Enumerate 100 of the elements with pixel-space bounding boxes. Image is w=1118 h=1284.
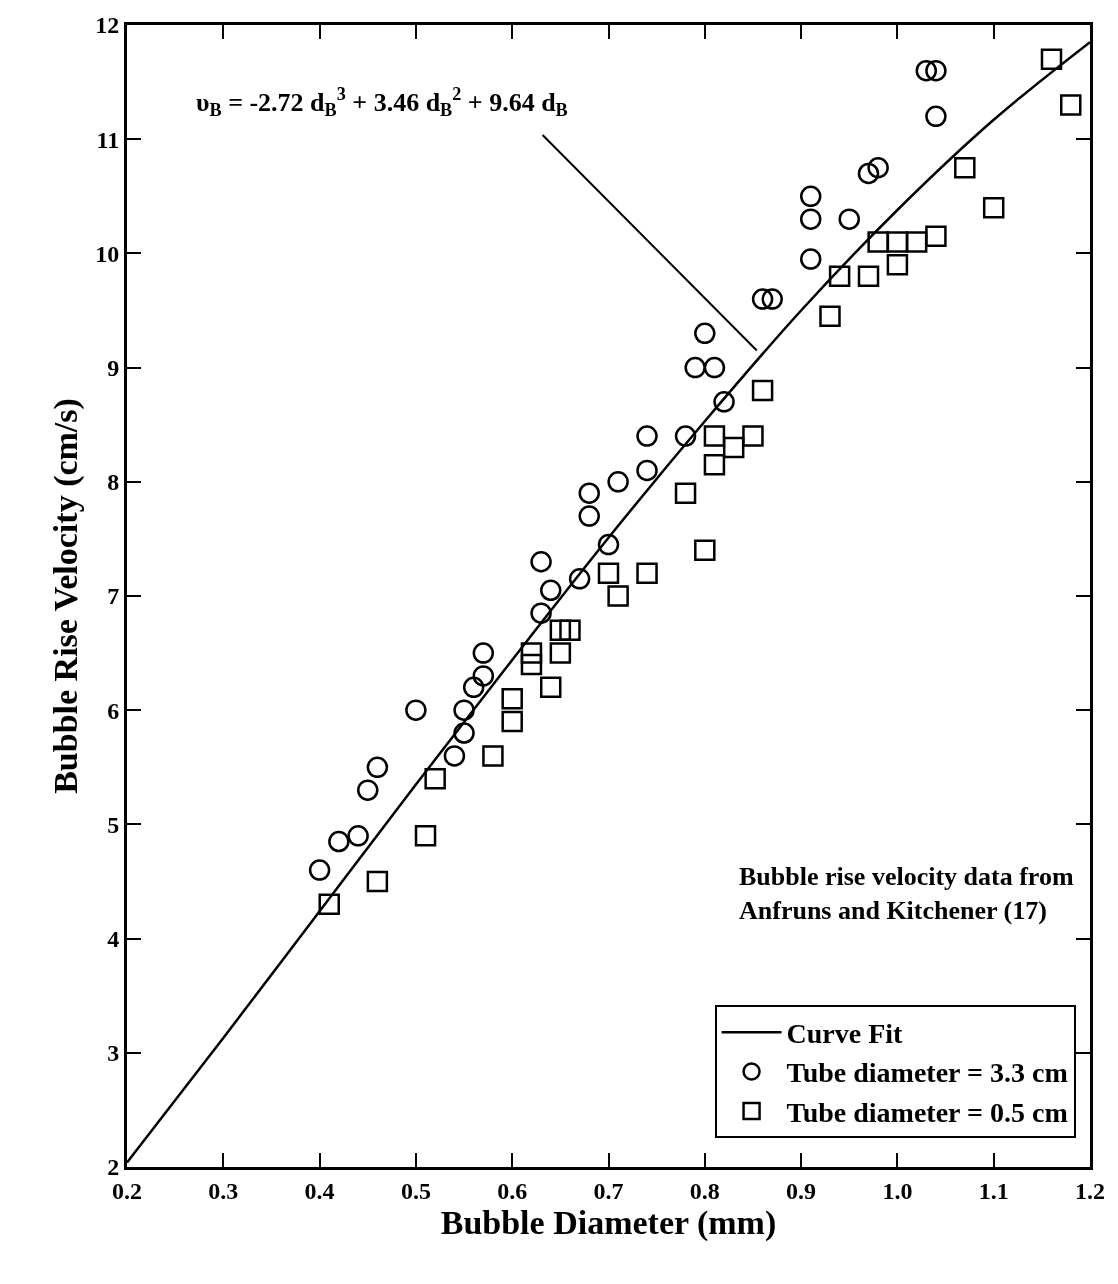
point (501, 688, 523, 710)
legend-label: Curve Fit (786, 1018, 904, 1050)
point (549, 642, 572, 664)
point (636, 425, 658, 447)
x-tick-label: 1.0 (882, 1177, 913, 1204)
point (539, 579, 562, 602)
point (925, 225, 947, 248)
point (597, 562, 620, 584)
point (549, 619, 572, 642)
point (799, 248, 822, 270)
point (819, 305, 841, 327)
point (520, 642, 543, 664)
annotation: Bubble rise velocity data from Anfruns and Kitchener (17) (739, 862, 1074, 925)
point (366, 870, 389, 893)
point (1040, 48, 1063, 71)
x-tick-label: 0.5 (400, 1177, 431, 1204)
point (886, 231, 909, 253)
point (751, 379, 774, 402)
point (799, 185, 822, 208)
point (925, 59, 947, 82)
point (761, 288, 783, 310)
x-tick-label: 0.4 (304, 1177, 335, 1204)
point (751, 288, 774, 310)
point (578, 482, 600, 504)
y-tick-label: 10 (95, 240, 120, 267)
point (414, 825, 437, 847)
point (318, 893, 340, 916)
point (925, 105, 947, 128)
x-tick-label: 0.6 (497, 1177, 528, 1204)
x-tick-label: 0.7 (593, 1177, 624, 1204)
point (482, 745, 504, 767)
x-tick-label: 0.3 (208, 1177, 239, 1204)
point (857, 162, 880, 185)
point (703, 356, 726, 379)
point (472, 665, 495, 687)
point (366, 756, 389, 779)
point (328, 830, 350, 853)
legend-label: Tube diameter = 0.5 cm (786, 1096, 1068, 1128)
y-axis-title: Bubble Rise Velocity (cm/s) (46, 398, 85, 794)
y-tick-label: 5 (107, 811, 120, 838)
point (453, 722, 475, 744)
point (308, 859, 331, 881)
text: υ$_{B}$ = -2.72 d$_{B}$$^{3}$ + 3.46 d$_{B}$$^{2}$ + 9.64 d$_{B}$ (196, 84, 568, 121)
point (742, 425, 764, 447)
point (857, 265, 880, 287)
point (867, 231, 889, 253)
point (954, 157, 976, 179)
y-tick-label: 8 (107, 469, 120, 496)
point (1059, 94, 1082, 116)
point (501, 710, 523, 733)
point (472, 642, 495, 664)
point (443, 745, 466, 767)
point (597, 533, 620, 556)
point (539, 676, 562, 699)
point (905, 231, 928, 253)
point (684, 356, 706, 379)
y-tick-label: 11 (96, 126, 120, 153)
point (578, 505, 600, 527)
point (722, 436, 745, 459)
y-tick-label: 7 (107, 583, 120, 610)
point (424, 767, 446, 790)
point (636, 562, 658, 584)
y-tick-label: 12 (95, 12, 120, 39)
x-axis-title: Bubble Diameter (mm) (440, 1203, 777, 1242)
point (703, 425, 726, 447)
x-tick-label: 0.9 (786, 1177, 817, 1204)
point (530, 550, 552, 573)
point (347, 825, 369, 847)
point (405, 699, 427, 721)
line-series (127, 40, 1090, 1164)
point (462, 676, 485, 699)
point (607, 585, 629, 607)
point (982, 196, 1005, 219)
point (694, 539, 716, 562)
point (357, 779, 379, 801)
point (636, 459, 658, 482)
point (453, 699, 475, 721)
point (838, 208, 860, 230)
point (694, 322, 716, 345)
legend-label: Tube diameter = 3.3 cm (786, 1057, 1068, 1089)
point (799, 208, 822, 230)
point (886, 254, 909, 276)
point (703, 453, 726, 476)
point (568, 568, 591, 590)
point (828, 265, 851, 287)
point (674, 425, 697, 447)
point (867, 157, 889, 179)
y-tick-label: 6 (107, 697, 120, 724)
point (607, 471, 629, 493)
y-tick-label: 9 (107, 355, 120, 381)
x-tick-label: 1.1 (978, 1177, 1009, 1204)
y-tick-label: 3 (107, 1040, 120, 1067)
x-tick-label: 0.8 (689, 1177, 720, 1204)
point (559, 619, 581, 642)
x-tick-label: 1.2 (1075, 1177, 1105, 1204)
point (713, 391, 735, 413)
point (520, 653, 543, 676)
y-tick-label: 4 (107, 926, 120, 952)
point (915, 59, 938, 82)
point (530, 602, 552, 624)
